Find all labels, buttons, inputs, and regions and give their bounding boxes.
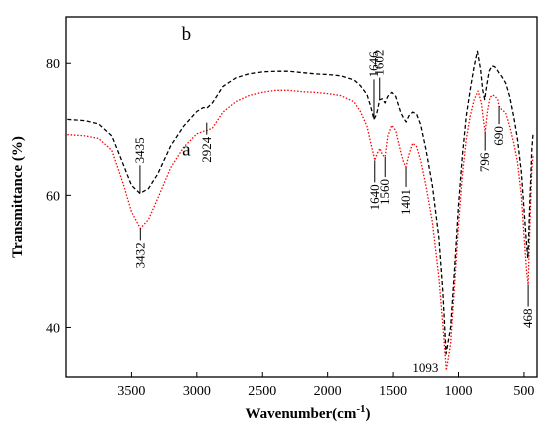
curve-label-layer: ba: [182, 24, 192, 161]
series-line-b: [67, 50, 534, 355]
annotation-label: 3435: [132, 137, 147, 163]
annotation-label: 1602: [372, 50, 387, 76]
x-tick-label: 1500: [379, 384, 407, 399]
x-tick-label: 1000: [445, 384, 473, 399]
y-axis-title: Transmittance (%): [10, 136, 26, 258]
annotation-label: 468: [520, 309, 535, 329]
series-layer: [67, 50, 534, 372]
x-axis-title-superscript: -1: [356, 403, 365, 415]
x-axis-title-text: Wavenumber(cm: [246, 406, 357, 422]
annotation-label: 1646: [366, 51, 381, 78]
x-axis-ticks: 3500 3000 2500 2000 1500 1000 500: [117, 372, 534, 399]
annotation-label: 1093: [412, 360, 438, 375]
x-axis-title-close: ): [366, 406, 371, 422]
x-axis-title: Wavenumber(cm-1): [246, 403, 371, 422]
annotation-label: 2924: [199, 136, 214, 163]
x-tick-label: 2500: [248, 384, 276, 399]
x-tick-label: 3500: [117, 384, 145, 399]
y-axis-ticks: 40 60 80: [46, 57, 71, 336]
curve-label-b: b: [182, 24, 192, 45]
y-tick-label: 40: [46, 321, 60, 336]
y-tick-label: 60: [46, 189, 60, 204]
annotation-label: 690: [491, 126, 506, 146]
x-tick-label: 2000: [314, 384, 342, 399]
annotation-label: 3432: [132, 242, 147, 268]
y-tick-label: 80: [46, 57, 60, 72]
annotation-label: 1560: [377, 179, 392, 205]
x-tick-label: 500: [513, 384, 534, 399]
plot-frame: [65, 16, 538, 378]
series-line-a: [67, 89, 534, 372]
x-tick-label: 3000: [183, 384, 211, 399]
annotation-label: 796: [477, 152, 492, 172]
curve-label-a: a: [182, 140, 191, 161]
annotation-label: 1401: [398, 189, 413, 215]
annotation-label: 1640: [367, 184, 382, 210]
